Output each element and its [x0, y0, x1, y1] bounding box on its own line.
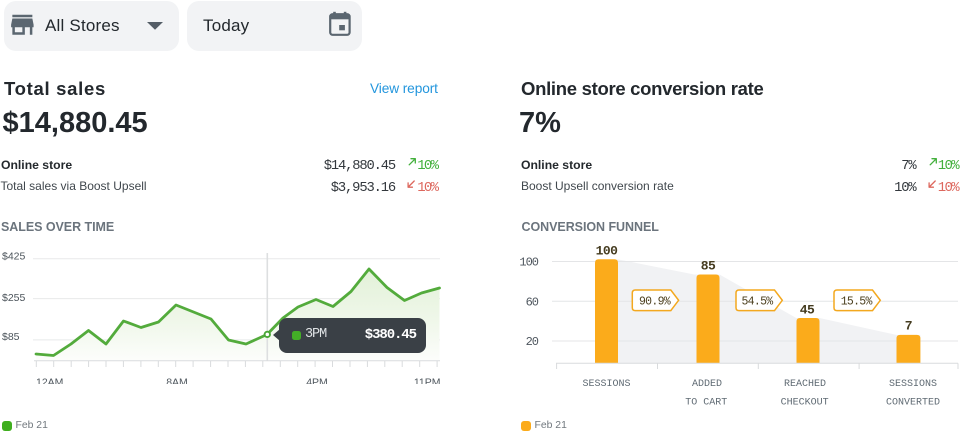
- svg-text:85: 85: [701, 259, 716, 274]
- svg-text:7: 7: [905, 319, 912, 334]
- svg-text:45: 45: [800, 303, 815, 318]
- svg-text:$85: $85: [2, 331, 20, 343]
- svg-text:CHECKOUT: CHECKOUT: [781, 398, 829, 409]
- svg-text:SESSIONS: SESSIONS: [582, 379, 630, 390]
- svg-text:ADDED: ADDED: [692, 379, 722, 390]
- svg-text:20: 20: [526, 335, 539, 349]
- svg-text:54.5%: 54.5%: [741, 295, 773, 308]
- svg-text:$425: $425: [2, 251, 26, 263]
- svg-text:$255: $255: [2, 292, 26, 304]
- svg-text:15.5%: 15.5%: [841, 295, 873, 308]
- svg-text:90.9%: 90.9%: [639, 295, 671, 308]
- svg-text:TO CART: TO CART: [685, 398, 727, 409]
- svg-text:60: 60: [526, 295, 539, 309]
- svg-text:CONVERTED: CONVERTED: [886, 398, 940, 409]
- svg-text:11PM: 11PM: [414, 377, 441, 385]
- svg-text:8AM: 8AM: [166, 377, 188, 385]
- svg-text:REACHED: REACHED: [784, 379, 826, 390]
- svg-text:SESSIONS: SESSIONS: [889, 379, 937, 390]
- svg-text:100: 100: [519, 256, 538, 270]
- svg-text:12AM: 12AM: [36, 377, 63, 385]
- svg-text:100: 100: [596, 244, 619, 259]
- svg-text:4PM: 4PM: [306, 377, 328, 385]
